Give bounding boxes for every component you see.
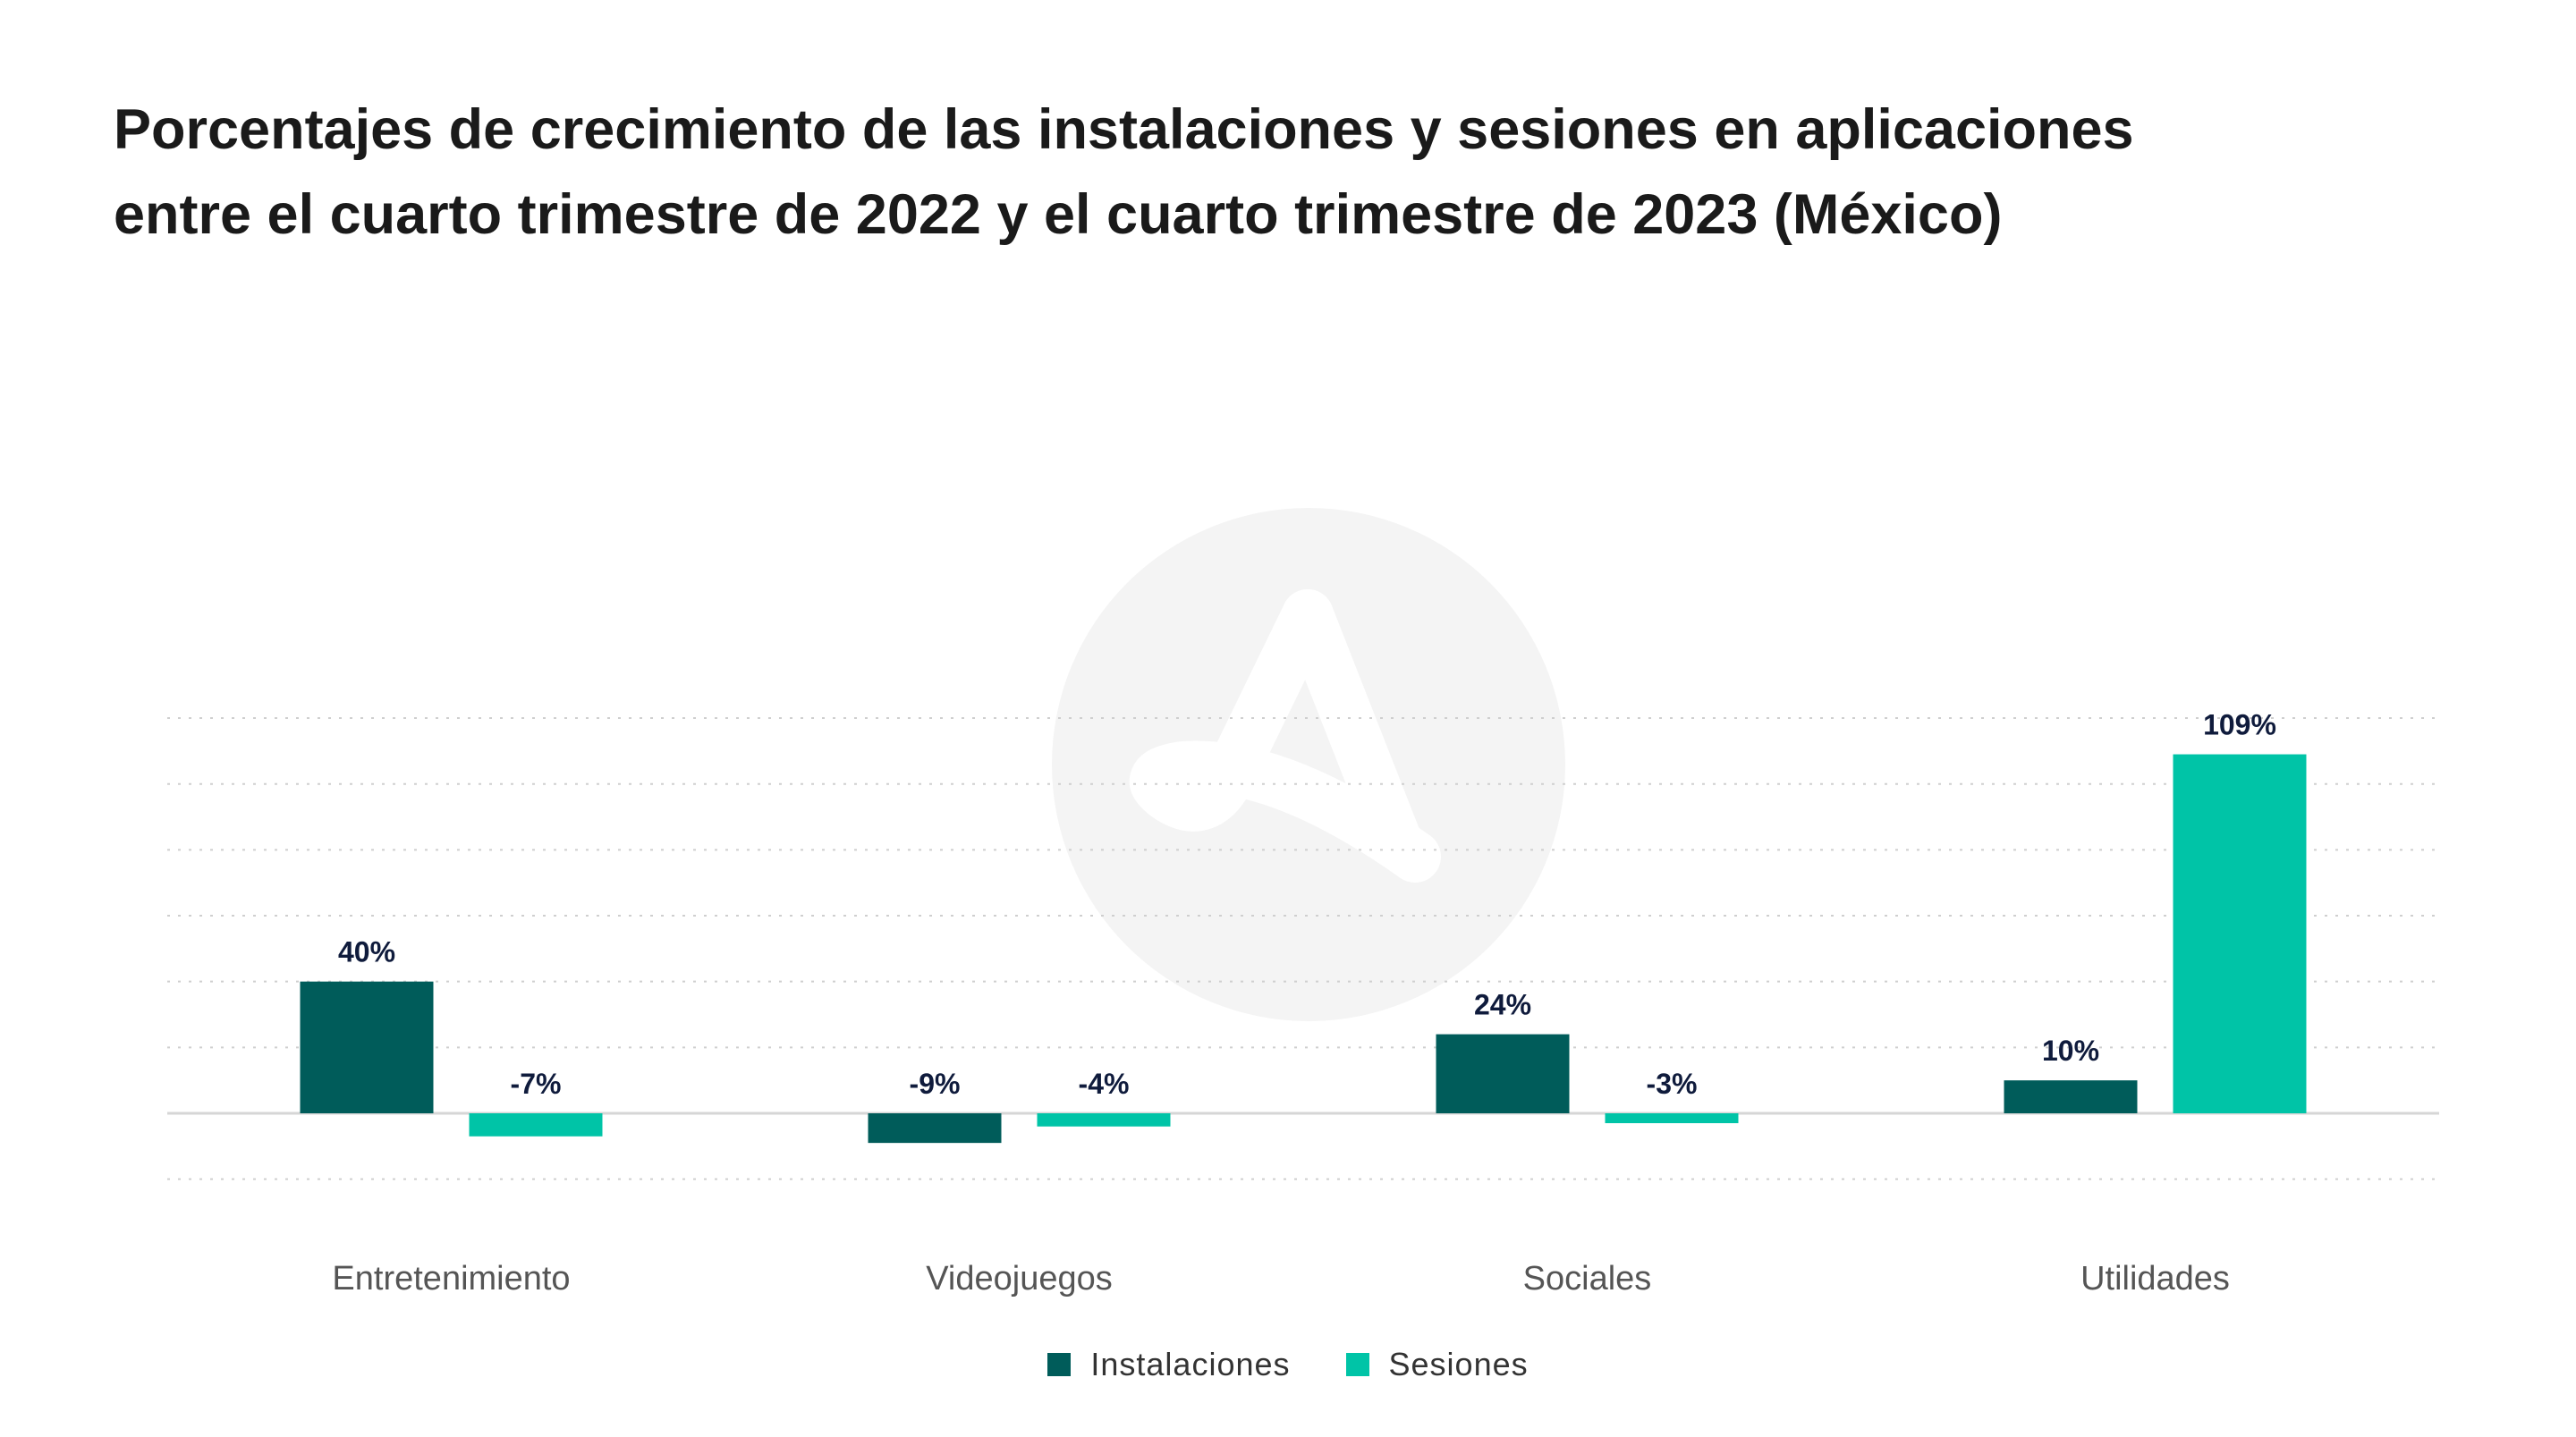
bar-instalaciones-videojuegos [868,1113,1002,1144]
bar-sesiones-sociales [1605,1113,1739,1124]
data-label-sesiones-entretenimiento: -7% [511,1068,562,1100]
chart-title-line-2: entre el cuarto trimestre de 2022 y el c… [114,183,2003,246]
data-label-instalaciones-sociales: 24% [1474,989,1531,1021]
logo-watermark-icon [1052,508,1565,1021]
chart-title-line-1: Porcentajes de crecimiento de las instal… [114,98,2134,161]
bar-instalaciones-utilidades [2004,1080,2138,1113]
bars [300,754,2307,1144]
data-label-sesiones-utilidades: 109% [2203,709,2276,741]
data-label-instalaciones-utilidades: 10% [2042,1035,2099,1067]
x-tick-label-utilidades: Utilidades [2080,1260,2230,1298]
bar-sesiones-entretenimiento [469,1113,603,1137]
x-tick-label-entretenimiento: Entretenimiento [332,1260,570,1298]
data-label-sesiones-videojuegos: -4% [1079,1068,1130,1100]
x-axis-ticks: Entretenimiento Videojuegos Sociales Utilid… [332,1260,2230,1298]
bar-sesiones-utilidades [2173,754,2307,1113]
bar-instalaciones-sociales [1436,1034,1570,1113]
legend-label-sesiones: Sesiones [1388,1346,1529,1382]
x-tick-label-sociales: Sociales [1523,1260,1652,1298]
legend-swatch-sesiones [1345,1353,1369,1376]
bar-instalaciones-entretenimiento [300,981,434,1113]
data-label-sesiones-sociales: -3% [1647,1068,1698,1100]
data-label-instalaciones-videojuegos: -9% [910,1068,961,1100]
legend-item-instalaciones: Instalaciones [1047,1346,1290,1383]
legend-label-instalaciones: Instalaciones [1090,1346,1291,1382]
data-label-instalaciones-entretenimiento: 40% [338,936,395,968]
legend-item-sesiones: Sesiones [1345,1346,1529,1383]
data-labels: 40% -7% -9% -4% 24% -3% 10% 109% [338,709,2276,1100]
legend: Instalaciones Sesiones [0,1346,2576,1383]
bar-sesiones-videojuegos [1037,1113,1171,1127]
chart-title: Porcentajes de crecimiento de las instal… [114,88,2475,258]
legend-swatch-instalaciones [1047,1353,1072,1376]
x-tick-label-videojuegos: Videojuegos [926,1260,1112,1298]
